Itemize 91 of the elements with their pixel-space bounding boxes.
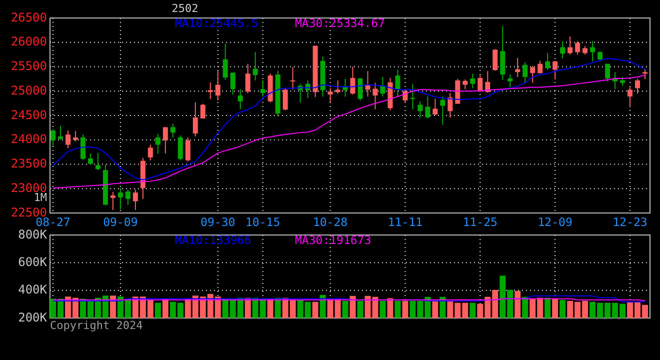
candlestick bbox=[598, 50, 603, 62]
candlestick bbox=[80, 134, 86, 160]
candlestick bbox=[642, 69, 648, 80]
candlestick bbox=[185, 136, 190, 162]
candlestick bbox=[65, 130, 70, 149]
candlestick bbox=[522, 62, 528, 84]
y-tick-label: 800K bbox=[18, 227, 48, 242]
text: 1M bbox=[34, 191, 48, 204]
y-tick-label: 24000 bbox=[10, 132, 47, 146]
candlestick bbox=[500, 26, 506, 80]
candlestick bbox=[448, 92, 453, 118]
y-tick-label: 25500 bbox=[10, 59, 47, 74]
candlestick bbox=[492, 48, 498, 72]
candlestick bbox=[470, 73, 476, 89]
x-tick-label: 09-09 bbox=[103, 215, 138, 229]
x-tick-label: 10-28 bbox=[312, 215, 348, 229]
candlestick bbox=[395, 69, 400, 98]
candlestick bbox=[222, 43, 228, 80]
candlestick bbox=[215, 70, 220, 101]
candlestick bbox=[425, 96, 430, 119]
candlestick bbox=[635, 78, 640, 94]
candlestick bbox=[260, 80, 266, 97]
chart-title: 2502 bbox=[172, 2, 198, 15]
candlestick bbox=[380, 76, 386, 97]
y-tick-label: 24500 bbox=[10, 108, 47, 122]
candlestick bbox=[208, 82, 213, 100]
candlestick bbox=[328, 88, 333, 103]
x-tick-label: 10-15 bbox=[246, 215, 280, 229]
line-series bbox=[52, 74, 646, 189]
candlestick bbox=[350, 66, 356, 96]
candlestick bbox=[560, 40, 566, 59]
x-tick-label: 11-25 bbox=[462, 215, 498, 229]
candlestick bbox=[335, 80, 340, 94]
x-tick-label: 09-30 bbox=[200, 215, 236, 229]
candlestick bbox=[538, 60, 543, 74]
candlestick bbox=[290, 66, 296, 90]
candlestick bbox=[575, 40, 580, 56]
candlestick bbox=[125, 189, 130, 206]
y-tick-label: 26000 bbox=[10, 34, 47, 49]
x-tick-label: 11-11 bbox=[388, 215, 423, 229]
candlestick bbox=[132, 189, 138, 211]
candlestick bbox=[590, 40, 596, 62]
candlestick bbox=[402, 88, 408, 104]
candlestick bbox=[440, 96, 446, 126]
candlestick bbox=[238, 88, 243, 110]
y-tick-label: 200K bbox=[18, 310, 48, 324]
text: MA30:191673 bbox=[295, 233, 372, 247]
candlestick bbox=[72, 130, 78, 142]
candlestick bbox=[462, 78, 468, 90]
candlestick bbox=[50, 128, 56, 146]
candlestick bbox=[545, 52, 550, 70]
candlestick bbox=[252, 52, 258, 81]
y-tick-label: 400K bbox=[18, 282, 48, 297]
x-tick-label: 12-23 bbox=[612, 215, 648, 229]
candlestick bbox=[530, 65, 536, 84]
candlestick bbox=[230, 72, 236, 96]
candlestick bbox=[508, 74, 513, 88]
candlestick bbox=[200, 103, 206, 119]
text: Copyright 2024 bbox=[50, 319, 144, 332]
candlestick bbox=[515, 57, 520, 78]
candlestick bbox=[568, 36, 573, 56]
candlestick bbox=[282, 88, 288, 111]
text: MA10:133966 bbox=[175, 233, 252, 247]
candlestick bbox=[628, 86, 633, 108]
candlestick bbox=[605, 63, 610, 82]
candlestick bbox=[95, 152, 100, 171]
candlestick bbox=[192, 102, 198, 137]
candlestick bbox=[432, 98, 438, 116]
y-tick-label: 25000 bbox=[10, 83, 47, 98]
candlestick bbox=[178, 134, 183, 161]
candlestick bbox=[170, 123, 176, 138]
candlestick bbox=[418, 100, 423, 118]
candlestick bbox=[552, 60, 558, 80]
candlestick bbox=[245, 63, 250, 94]
candlestick bbox=[372, 82, 378, 110]
candlestick bbox=[358, 77, 363, 101]
x-tick-label: 12-09 bbox=[538, 215, 572, 229]
candlestick bbox=[410, 83, 416, 110]
y-tick-label: 23500 bbox=[10, 156, 47, 171]
y-tick-label: 26500 bbox=[10, 10, 47, 24]
text: MA30:25334.67 bbox=[295, 16, 386, 30]
candlestick bbox=[478, 75, 483, 93]
candlestick bbox=[110, 192, 116, 211]
candlestick bbox=[162, 126, 168, 154]
candlestick bbox=[88, 153, 93, 166]
candlestick bbox=[148, 144, 153, 161]
candlestick bbox=[155, 134, 160, 154]
y-tick-label: 600K bbox=[18, 254, 48, 269]
text: MA10:25445.5 bbox=[175, 16, 258, 30]
candlestick bbox=[58, 125, 63, 140]
candlestick bbox=[118, 188, 123, 210]
